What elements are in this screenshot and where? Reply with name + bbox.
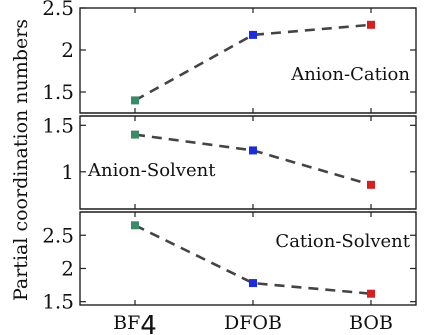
x-category-label: BF4	[113, 311, 157, 335]
data-point-bob	[367, 20, 375, 29]
data-point-dfob	[249, 30, 257, 39]
y-tick-label: 2	[61, 256, 74, 280]
panel-label: Anion-Cation	[290, 64, 410, 85]
panel-2: 1 1.5 Anion-Solvent	[42, 113, 417, 210]
panel-1: 1.5 2 2.5 Anion-Cation	[42, 0, 417, 114]
panel-frame	[79, 7, 417, 114]
y-tick-label: 2.5	[42, 0, 74, 20]
x-category-label: DFOB	[224, 312, 282, 334]
data-point-bf	[131, 130, 139, 139]
y-tick-label: 1	[61, 160, 74, 184]
data-point-bob	[367, 289, 375, 298]
series-line	[134, 23, 372, 102]
panel-label: Anion-Solvent	[87, 160, 216, 181]
panel-3: 1.5 2 2.5 Cation-Solvent	[42, 211, 417, 314]
data-point-bf	[131, 221, 139, 230]
y-tick-label: 1.5	[42, 290, 74, 314]
panel-frame	[79, 211, 417, 306]
data-point-dfob	[249, 279, 257, 288]
data-point-dfob	[249, 146, 257, 155]
data-point-bf	[131, 96, 139, 105]
y-tick-label: 2.5	[42, 223, 74, 247]
series-line	[134, 224, 372, 295]
y-tick-label: 1.5	[42, 113, 74, 137]
x-category-subscript: 4	[140, 311, 157, 335]
x-category-label: BOB	[349, 312, 393, 334]
y-tick-label: 2	[61, 38, 74, 62]
panel-label: Cation-Solvent	[275, 231, 410, 252]
y-axis-label: Partial coordination numbers	[10, 19, 32, 301]
data-point-bob	[367, 180, 375, 189]
y-tick-label: 1.5	[42, 80, 74, 104]
chart-panels: 1.5 2 2.5 Anion-Cation 1 1.5 Anion-Solvent 1.5 2…	[42, 0, 417, 314]
x-axis-categories: BF4 DFOB BOB	[113, 311, 393, 335]
